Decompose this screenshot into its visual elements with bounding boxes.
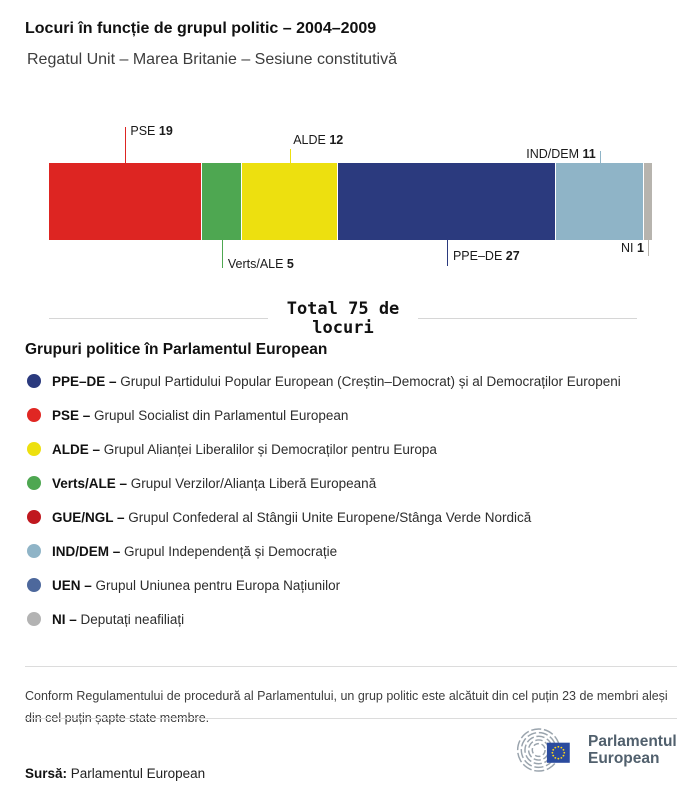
bar-segment-ni[interactable] xyxy=(643,163,652,240)
legend-dot-icon xyxy=(27,544,41,558)
callout-label: IND/DEM 11 xyxy=(526,147,596,161)
logo-wordmark: Parlamentul European xyxy=(588,733,677,767)
page-subtitle: Regatul Unit – Marea Britanie – Sesiune … xyxy=(27,51,397,68)
legend-label: GUE/NGL – Grupul Confederal al Stângii U… xyxy=(52,509,532,525)
legend-title: Grupuri politice în Parlamentul European xyxy=(25,341,328,358)
page-title: Locuri în funcție de grupul politic – 20… xyxy=(25,20,377,37)
eu-stars xyxy=(551,745,566,760)
total-rule-right xyxy=(418,318,637,319)
callout-tick-icon xyxy=(290,149,292,163)
legend-list: PPE–DE – Grupul Partidului Popular Europ… xyxy=(27,364,621,636)
legend-dot-icon xyxy=(27,442,41,456)
logo-line-2: European xyxy=(588,750,660,767)
legend-item-uen: UEN – Grupul Uniunea pentru Europa Națiu… xyxy=(27,568,621,602)
legend-item-gue-ngl: GUE/NGL – Grupul Confederal al Stângii U… xyxy=(27,500,621,534)
callout-tick-icon xyxy=(125,127,127,163)
source-line: Sursă: Parlamentul European xyxy=(25,766,205,781)
bar-segment-ppe-de[interactable] xyxy=(338,163,556,240)
logo-line-1: Parlamentul xyxy=(588,733,677,750)
callout-label: NI 1 xyxy=(621,241,644,255)
footnote: Conform Regulamentului de procedură al P… xyxy=(25,688,668,725)
hemicycle-icon xyxy=(516,728,570,772)
legend-label: PPE–DE – Grupul Partidului Popular Europ… xyxy=(52,373,621,389)
divider-top xyxy=(25,666,677,667)
seats-chart: PSE 19 Verts/ALE 5 ALDE 12 PPE–DE 27 IND/DEM… xyxy=(49,120,652,280)
divider-bottom xyxy=(25,718,677,719)
source-value: Parlamentul European xyxy=(70,765,206,781)
eu-flag-icon xyxy=(546,742,570,763)
legend-item-alde: ALDE – Grupul Alianței Liberalilor și De… xyxy=(27,432,621,466)
total-seats-label: Total 75 de locuri xyxy=(286,299,400,338)
callout-tick-icon xyxy=(446,240,448,266)
legend-label: NI – Deputați neafiliați xyxy=(52,611,185,627)
legend-dot-icon xyxy=(27,510,41,524)
bar-segment-alde[interactable] xyxy=(241,163,339,240)
legend-dot-icon xyxy=(27,612,41,626)
callout-label: ALDE 12 xyxy=(293,133,344,147)
callout-tick-icon xyxy=(599,151,601,163)
callout-tick-icon xyxy=(221,240,223,268)
bar-segment-verts-ale[interactable] xyxy=(201,163,242,240)
legend-dot-icon xyxy=(27,476,41,490)
total-rule-left xyxy=(49,318,268,319)
legend-item-ind-dem: IND/DEM – Grupul Independență și Democra… xyxy=(27,534,621,568)
total-seats: Total 75 de locuri xyxy=(49,300,637,338)
legend-label: ALDE – Grupul Alianței Liberalilor și De… xyxy=(52,441,437,457)
legend-dot-icon xyxy=(27,374,41,388)
legend-label: IND/DEM – Grupul Independență și Democra… xyxy=(52,543,338,559)
source-label: Sursă: xyxy=(25,765,68,781)
legend-dot-icon xyxy=(27,578,41,592)
bar-segment-ind-dem[interactable] xyxy=(555,163,644,240)
legend-dot-icon xyxy=(27,408,41,422)
callout-tick-icon xyxy=(647,240,649,256)
callout-label: PPE–DE 27 xyxy=(452,249,520,263)
legend-label: PSE – Grupul Socialist din Parlamentul E… xyxy=(52,407,349,423)
european-parliament-logo: Parlamentul European xyxy=(514,722,677,778)
legend-item-pse: PSE – Grupul Socialist din Parlamentul E… xyxy=(27,398,621,432)
legend-label: UEN – Grupul Uniunea pentru Europa Națiu… xyxy=(52,577,341,593)
legend-label: Verts/ALE – Grupul Verzilor/Alianța Libe… xyxy=(52,475,377,491)
bar-segment-pse[interactable] xyxy=(49,163,202,240)
stacked-bar xyxy=(49,163,652,240)
legend-item-ni: NI – Deputați neafiliați xyxy=(27,602,621,636)
callout-label: Verts/ALE 5 xyxy=(227,257,294,271)
callout-label: PSE 19 xyxy=(130,124,173,138)
legend-item-verts-ale: Verts/ALE – Grupul Verzilor/Alianța Libe… xyxy=(27,466,621,500)
legend-item-ppe-de: PPE–DE – Grupul Partidului Popular Europ… xyxy=(27,364,621,398)
